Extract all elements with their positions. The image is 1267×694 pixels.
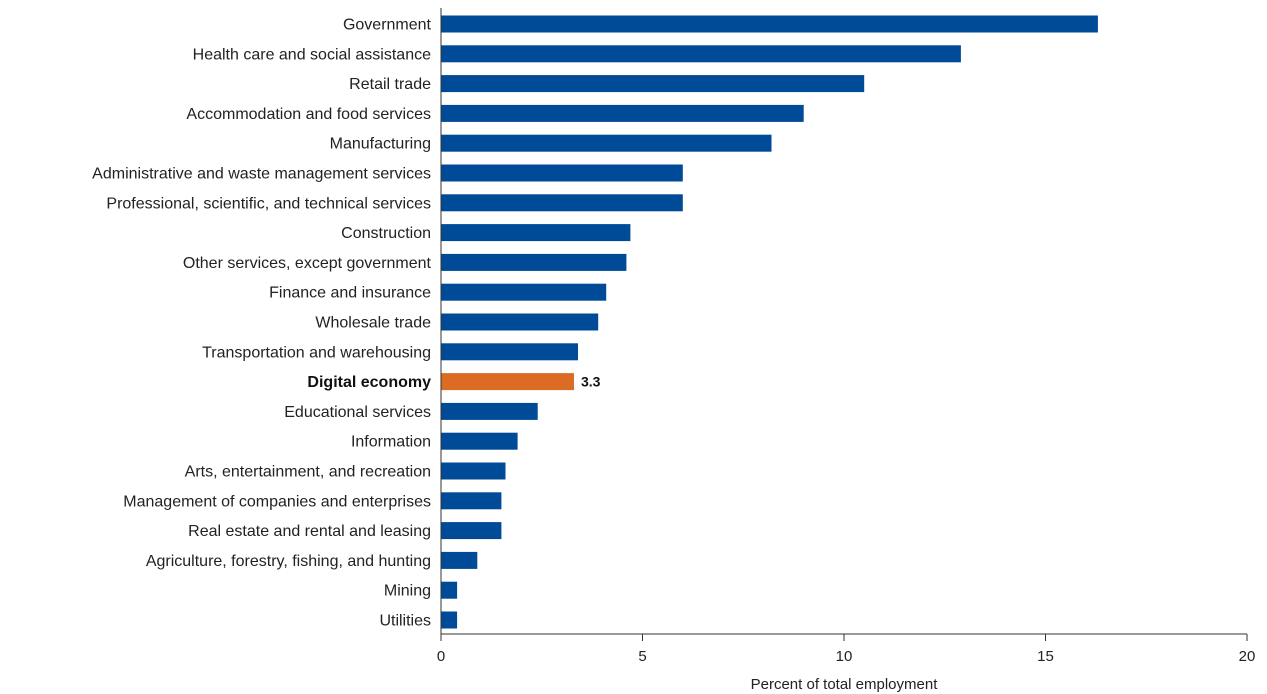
bar-accommodation-and-food-services	[441, 104, 804, 122]
category-label-accommodation-and-food-services: Accommodation and food services	[186, 106, 431, 123]
x-axis-title: Percent of total employment	[751, 676, 939, 693]
category-label-mining: Mining	[384, 583, 431, 600]
category-label-finance-and-insurance: Finance and insurance	[269, 285, 431, 302]
category-label-real-estate-and-rental-and-leasing: Real estate and rental and leasing	[188, 523, 431, 540]
category-label-utilities: Utilities	[379, 613, 431, 630]
category-label-professional-scientific-and-technical-services: Professional, scientific, and technical …	[106, 195, 431, 212]
category-label-transportation-and-warehousing: Transportation and warehousing	[202, 344, 431, 361]
x-tick-label: 20	[1239, 648, 1256, 665]
bar-utilities	[441, 611, 458, 629]
category-label-health-care-and-social-assistance: Health care and social assistance	[193, 46, 431, 63]
x-axis: 0 5 10 15 20	[437, 8, 1256, 665]
category-label-wholesale-trade: Wholesale trade	[315, 315, 431, 332]
category-label-manufacturing: Manufacturing	[330, 136, 431, 153]
bar-management-of-companies-and-enterprises	[441, 492, 502, 510]
category-label-educational-services: Educational services	[284, 404, 431, 421]
category-label-information: Information	[351, 434, 431, 451]
bar-finance-and-insurance	[441, 283, 607, 301]
category-labels: Government Health care and social assista…	[92, 17, 431, 630]
category-label-agriculture-forestry-fishing-and-hunting: Agriculture, forestry, fishing, and hunt…	[146, 553, 431, 570]
bar-educational-services	[441, 402, 538, 420]
bar-arts-entertainment-and-recreation	[441, 462, 506, 480]
category-label-management-of-companies-and-enterprises: Management of companies and enterprises	[123, 493, 431, 510]
x-tick-label: 15	[1037, 648, 1054, 665]
x-tick-label: 0	[437, 648, 445, 665]
data-label-digital-economy: 3.3	[581, 374, 601, 390]
bar-real-estate-and-rental-and-leasing	[441, 522, 502, 540]
category-label-government: Government	[343, 17, 432, 34]
x-tick-label: 5	[638, 648, 646, 665]
bar-administrative-and-waste-management-services	[441, 164, 683, 182]
bar-retail-trade	[441, 75, 865, 93]
bar-transportation-and-warehousing	[441, 343, 578, 361]
data-labels: 3.3	[581, 374, 601, 390]
bar-government	[441, 15, 1098, 33]
bar-manufacturing	[441, 134, 772, 152]
category-label-digital-economy: Digital economy	[307, 374, 431, 391]
bar-digital-economy	[441, 373, 574, 391]
bar-mining	[441, 581, 458, 599]
x-tick-label: 10	[836, 648, 853, 665]
category-label-construction: Construction	[341, 225, 431, 242]
bar-information	[441, 432, 518, 450]
bar-agriculture-forestry-fishing-and-hunting	[441, 551, 478, 569]
bars-group	[441, 15, 1098, 629]
bar-other-services-except-government	[441, 253, 627, 271]
category-label-administrative-and-waste-management-services: Administrative and waste management serv…	[92, 166, 431, 183]
bar-construction	[441, 224, 631, 242]
bar-health-care-and-social-assistance	[441, 45, 961, 63]
category-label-other-services-except-government: Other services, except government	[183, 255, 432, 272]
bar-professional-scientific-and-technical-services	[441, 194, 683, 212]
bar-wholesale-trade	[441, 313, 599, 331]
category-label-retail-trade: Retail trade	[349, 76, 431, 93]
category-label-arts-entertainment-and-recreation: Arts, entertainment, and recreation	[185, 464, 431, 481]
